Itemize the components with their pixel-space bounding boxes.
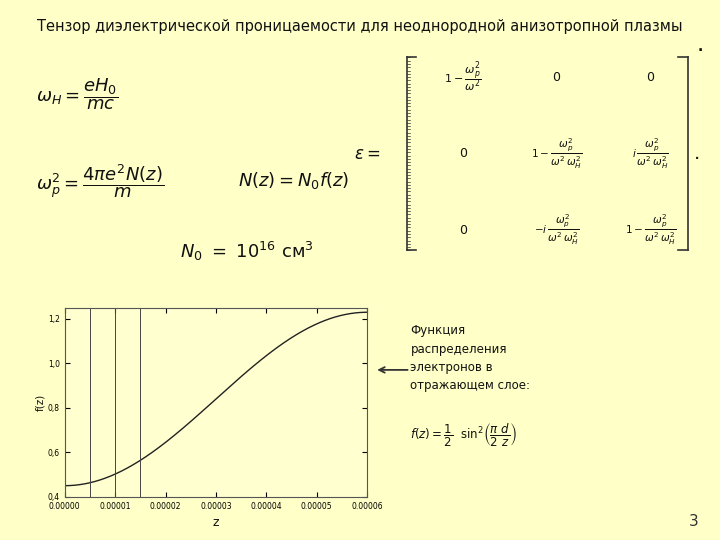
Text: $-i\,\dfrac{\omega_p^2}{\omega^2\,\omega_H^2}$: $-i\,\dfrac{\omega_p^2}{\omega^2\,\omega… [534, 213, 580, 247]
Text: $\mathit{N}_{\mathit{0}}\ =\ 10^{16}\ \mathrm{см}^3$: $\mathit{N}_{\mathit{0}}\ =\ 10^{16}\ \m… [180, 240, 314, 262]
Text: $1-\dfrac{\omega_p^2}{\omega^2\,\omega_H^2}$: $1-\dfrac{\omega_p^2}{\omega^2\,\omega_H… [625, 213, 676, 247]
Y-axis label: f(z): f(z) [35, 394, 45, 411]
Text: $0$: $0$ [459, 224, 468, 237]
Text: $i\,\dfrac{\omega_p^2}{\omega^2\,\omega_H^2}$: $i\,\dfrac{\omega_p^2}{\omega^2\,\omega_… [632, 137, 669, 171]
Text: $N(z) = N_0 f(z)$: $N(z) = N_0 f(z)$ [238, 171, 349, 191]
Text: $\omega_H = \dfrac{eH_0}{mc}$: $\omega_H = \dfrac{eH_0}{mc}$ [36, 77, 118, 112]
Text: $\mathbf{.}$: $\mathbf{.}$ [697, 40, 703, 55]
Text: $1-\dfrac{\omega_p^2}{\omega^2}$: $1-\dfrac{\omega_p^2}{\omega^2}$ [444, 60, 482, 95]
Text: Тензор диэлектрической проницаемости для неоднородной анизотропной плазмы: Тензор диэлектрической проницаемости для… [37, 19, 683, 34]
Text: $\omega_p^2 = \dfrac{4\pi e^2 N(z)}{m}$: $\omega_p^2 = \dfrac{4\pi e^2 N(z)}{m}$ [36, 162, 164, 200]
Text: $0$: $0$ [646, 71, 655, 84]
Text: 3: 3 [688, 514, 698, 529]
Text: $\varepsilon =$: $\varepsilon =$ [354, 145, 380, 163]
Text: $1-\dfrac{\omega_p^2}{\omega^2\,\omega_H^2}$: $1-\dfrac{\omega_p^2}{\omega^2\,\omega_H… [531, 137, 582, 171]
Text: $0$: $0$ [459, 147, 468, 160]
X-axis label: z: z [212, 516, 220, 529]
Text: $.$: $.$ [693, 144, 698, 164]
Text: $0$: $0$ [552, 71, 562, 84]
Text: $f(z) = \dfrac{1}{2}\ \ \sin^2\!\left(\dfrac{\pi\ d}{2\ z}\right)$: $f(z) = \dfrac{1}{2}\ \ \sin^2\!\left(\d… [410, 421, 518, 448]
Text: Функция
распределения
электронов в
отражающем слое:: Функция распределения электронов в отраж… [410, 324, 531, 393]
